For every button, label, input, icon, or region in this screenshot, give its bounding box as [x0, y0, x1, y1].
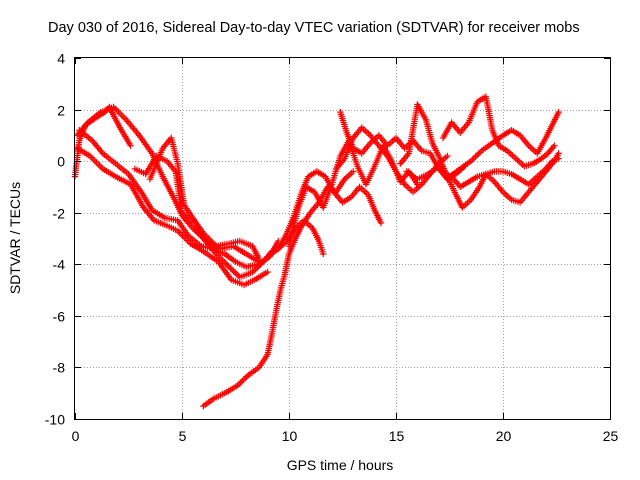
plot-frame [74, 57, 611, 420]
series-sat-track-k [337, 108, 468, 183]
data-point [94, 160, 102, 168]
chart-title: Day 030 of 2016, Sidereal Day-to-day VTE… [48, 20, 580, 36]
x-tick-label: 10 [282, 428, 298, 444]
data-point [189, 224, 196, 232]
data-point [551, 142, 558, 149]
data-point [235, 380, 243, 388]
data-point [233, 271, 240, 278]
axis-ticks [75, 58, 611, 420]
data-point [443, 170, 450, 177]
series-sat-track-e [146, 134, 263, 263]
data-point [555, 108, 562, 116]
x-tick-label: 25 [603, 428, 619, 444]
data-point [118, 111, 125, 119]
data-point [320, 250, 327, 258]
x-tick-label: 5 [179, 428, 187, 444]
data-point [472, 153, 479, 160]
data-point [243, 373, 251, 380]
data-point [116, 110, 124, 117]
data-point [231, 269, 239, 276]
x-tick-label: 20 [496, 428, 512, 444]
data-point [127, 142, 134, 149]
data-point [264, 268, 271, 276]
data-point [441, 168, 449, 176]
data-point [467, 157, 475, 165]
data-point [228, 266, 236, 274]
series-sat-track-o [448, 155, 562, 191]
data-point [377, 219, 385, 227]
tick-labels: 0 5 10 15 20 25 -10 -8 -6 -4 -2 0 2 4 [45, 51, 619, 445]
series-sat-track-m [439, 93, 558, 170]
series-sat-track-f [71, 103, 134, 180]
data-point [119, 113, 127, 120]
data-point [444, 152, 451, 160]
series-sat-track-p [332, 124, 451, 196]
data-point [242, 374, 249, 382]
data-point [470, 154, 478, 162]
data-point [555, 155, 562, 162]
y-tick-label: -4 [53, 257, 66, 273]
data-point [255, 255, 263, 263]
data-point [237, 379, 244, 386]
data-point [350, 168, 357, 175]
data-point [227, 265, 234, 272]
data-point [469, 156, 476, 163]
data-points [71, 93, 562, 410]
data-point [250, 267, 258, 274]
data-point [440, 167, 447, 174]
series-sat-track-g [200, 168, 357, 410]
x-tick-label: 0 [72, 428, 80, 444]
data-point [93, 159, 100, 166]
y-tick-label: -2 [53, 206, 66, 222]
data-point [476, 149, 484, 156]
y-tick-label: 4 [57, 51, 65, 67]
data-point [235, 272, 242, 279]
data-point [225, 263, 233, 271]
x-tick-label: 15 [389, 428, 405, 444]
data-point [239, 377, 246, 385]
y-tick-label: 2 [57, 103, 65, 119]
data-point [240, 376, 247, 383]
data-point [234, 382, 241, 389]
y-tick-label: -10 [45, 412, 65, 428]
data-point [121, 115, 128, 122]
x-axis-label: GPS time / hours [287, 457, 394, 473]
y-tick-label: 0 [57, 154, 65, 170]
data-point [249, 268, 256, 276]
y-axis-label: SDTVAR / TECUs [7, 182, 23, 294]
data-point [230, 268, 237, 275]
data-point [184, 237, 191, 244]
y-tick-label: -8 [53, 360, 66, 376]
data-point [438, 166, 446, 173]
y-tick-label: -6 [53, 309, 66, 325]
data-point [91, 157, 98, 165]
series-sat-track-c [73, 145, 271, 289]
data-point [473, 152, 481, 159]
data-point [252, 265, 259, 273]
data-point [96, 162, 103, 169]
data-point [475, 150, 482, 157]
